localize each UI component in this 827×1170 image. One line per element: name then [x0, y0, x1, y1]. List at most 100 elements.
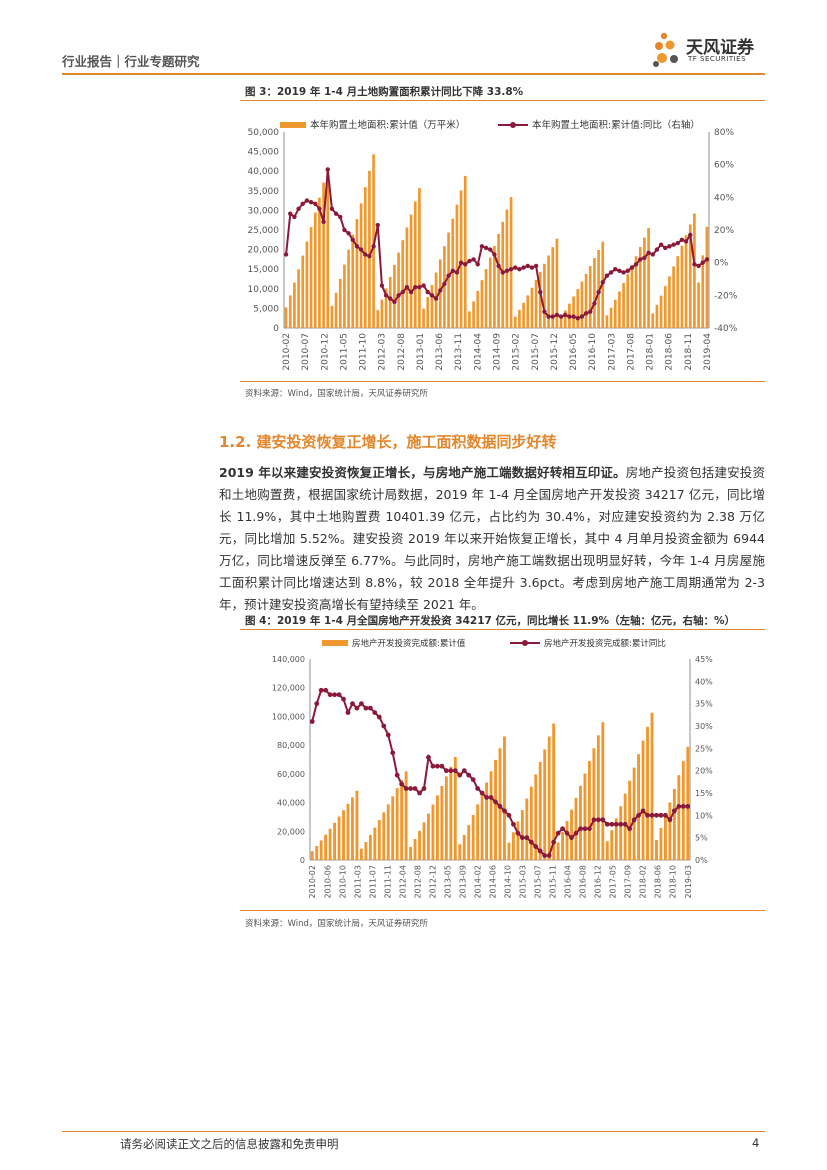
- y-left-tick-label: 15,000: [248, 265, 280, 275]
- yoy-point: [521, 265, 526, 270]
- yoy-point: [390, 750, 396, 756]
- bar: [488, 257, 492, 328]
- yoy-point: [404, 284, 410, 290]
- y-left-tick-label: 20,000: [248, 246, 280, 256]
- y-left-tick-label: 50,000: [248, 128, 280, 138]
- bar: [552, 723, 556, 860]
- yoy-point: [492, 252, 497, 257]
- yoy-point: [371, 244, 376, 249]
- bar: [395, 788, 399, 860]
- yoy-point: [525, 263, 530, 269]
- yoy-point: [542, 309, 547, 314]
- yoy-point: [408, 786, 413, 791]
- yoy-point: [555, 830, 561, 836]
- yoy-point: [292, 214, 297, 220]
- y-left-tick-label: 10,000: [248, 285, 280, 295]
- yoy-point: [604, 821, 610, 827]
- bar: [584, 273, 588, 328]
- x-tick-label: 2018-11: [684, 333, 694, 371]
- bar: [497, 233, 500, 328]
- y-left-tick-label: 40,000: [248, 167, 280, 177]
- bar: [315, 845, 319, 860]
- yoy-point: [688, 232, 693, 238]
- bar: [543, 749, 547, 860]
- legend-line-marker: [522, 640, 528, 646]
- y-left-tick-label: 100,000: [272, 712, 305, 721]
- bar: [622, 282, 625, 328]
- bar: [382, 812, 386, 860]
- bar: [672, 788, 676, 860]
- figure3-source: 资料来源：Wind，国家统计局，天风证券研究所: [245, 389, 428, 399]
- yoy-point: [631, 817, 637, 823]
- bar: [688, 224, 692, 328]
- yoy-point: [350, 701, 355, 707]
- body-paragraph: 2019 年以来建安投资恢复正增长，与房地产施工端数据好转相互印证。房地产投资包…: [219, 462, 765, 616]
- yoy-point: [392, 299, 397, 305]
- x-tick-label: 2017-03: [607, 333, 617, 371]
- yoy-point: [438, 288, 443, 293]
- yoy-point: [372, 710, 378, 715]
- yoy-point: [583, 311, 589, 316]
- bar: [480, 793, 484, 860]
- legend-line-label: 本年购置土地面积:累计值:同比（右轴）: [532, 119, 700, 131]
- yoy-point: [475, 786, 481, 791]
- bar: [605, 841, 609, 860]
- yoy-point: [435, 763, 440, 769]
- yoy-point: [497, 804, 503, 809]
- report-category: 行业报告｜行业专题研究: [62, 54, 200, 69]
- x-tick-label: 2015-03: [519, 865, 528, 898]
- yoy-point: [300, 201, 305, 207]
- bar: [701, 255, 705, 328]
- yoy-point: [363, 252, 368, 257]
- yoy-point: [430, 763, 436, 769]
- yoy-point: [354, 705, 360, 711]
- bar: [301, 255, 305, 328]
- yoy-point: [560, 826, 565, 832]
- bar: [455, 204, 459, 328]
- yoy-point: [529, 265, 535, 270]
- bar: [663, 815, 667, 860]
- y-left-tick-label: 40,000: [277, 799, 305, 808]
- yoy-point: [475, 262, 480, 267]
- yoy-point: [425, 289, 430, 295]
- x-tick-label: 2012-04: [398, 865, 407, 898]
- yoy-point: [457, 772, 463, 778]
- yoy-point: [314, 701, 320, 707]
- bar: [376, 310, 380, 328]
- bar: [453, 756, 457, 860]
- bar: [463, 175, 467, 328]
- figure3-title: 图 3：2019 年 1-4 月土地购置面积累计同比下降 33.8%: [245, 86, 524, 98]
- x-tick-label: 2016-04: [564, 865, 573, 898]
- bar: [342, 810, 345, 860]
- yoy-point: [517, 267, 522, 272]
- x-tick-label: 2013-01: [416, 333, 426, 371]
- yoy-point: [363, 705, 369, 711]
- y-right-tick-label: -40%: [714, 324, 738, 334]
- bar: [551, 247, 555, 328]
- yoy-point: [591, 817, 597, 823]
- yoy-point: [329, 206, 335, 211]
- yoy-point: [358, 247, 364, 252]
- bar: [422, 308, 425, 328]
- bar: [347, 249, 350, 328]
- bar: [393, 264, 396, 328]
- yoy-point: [671, 242, 676, 247]
- yoy-point: [325, 167, 330, 172]
- x-tick-label: 2013-06: [435, 333, 445, 371]
- x-tick-label: 2010-02: [282, 333, 292, 371]
- bar: [293, 282, 296, 328]
- yoy-point: [542, 853, 548, 858]
- yoy-point: [538, 289, 543, 295]
- yoy-point: [367, 705, 373, 711]
- bar: [609, 307, 613, 328]
- bar: [484, 269, 488, 328]
- bar: [681, 761, 685, 860]
- yoy-point: [408, 289, 414, 295]
- bar: [634, 256, 638, 328]
- bar: [530, 287, 534, 328]
- yoy-point: [426, 754, 431, 760]
- bar: [583, 773, 587, 860]
- bar: [435, 795, 439, 860]
- yoy-point: [604, 273, 610, 278]
- y-right-tick-label: 20%: [695, 767, 713, 776]
